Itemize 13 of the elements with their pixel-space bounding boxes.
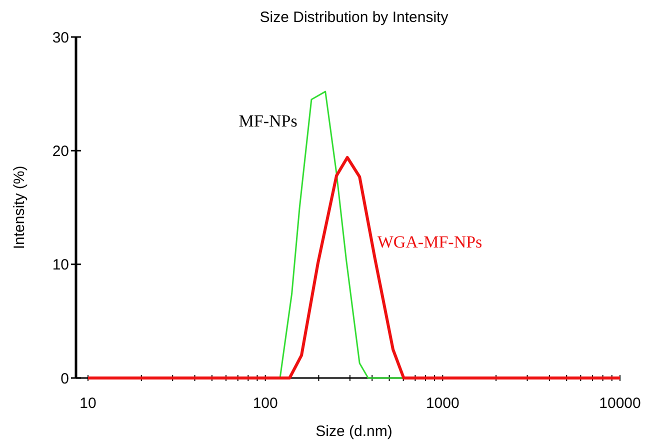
y-tick-label: 10 [52, 256, 69, 274]
chart-title: Size Distribution by Intensity [260, 9, 449, 26]
series-label: MF-NPs [238, 112, 298, 131]
x-axis-title: Size (d.nm) [316, 423, 392, 440]
x-tick-label: 10000 [599, 395, 641, 412]
x-tick-label: 100 [252, 395, 278, 412]
series-label: WGA-MF-NPs [377, 232, 482, 252]
y-axis-title: Intensity (%) [11, 166, 28, 250]
y-tick-label: 20 [52, 142, 69, 160]
x-tick-label: 1000 [426, 395, 460, 412]
y-tick-label: 30 [52, 29, 69, 46]
x-tick-label: 10 [80, 395, 96, 412]
y-tick-label: 0 [60, 370, 69, 388]
